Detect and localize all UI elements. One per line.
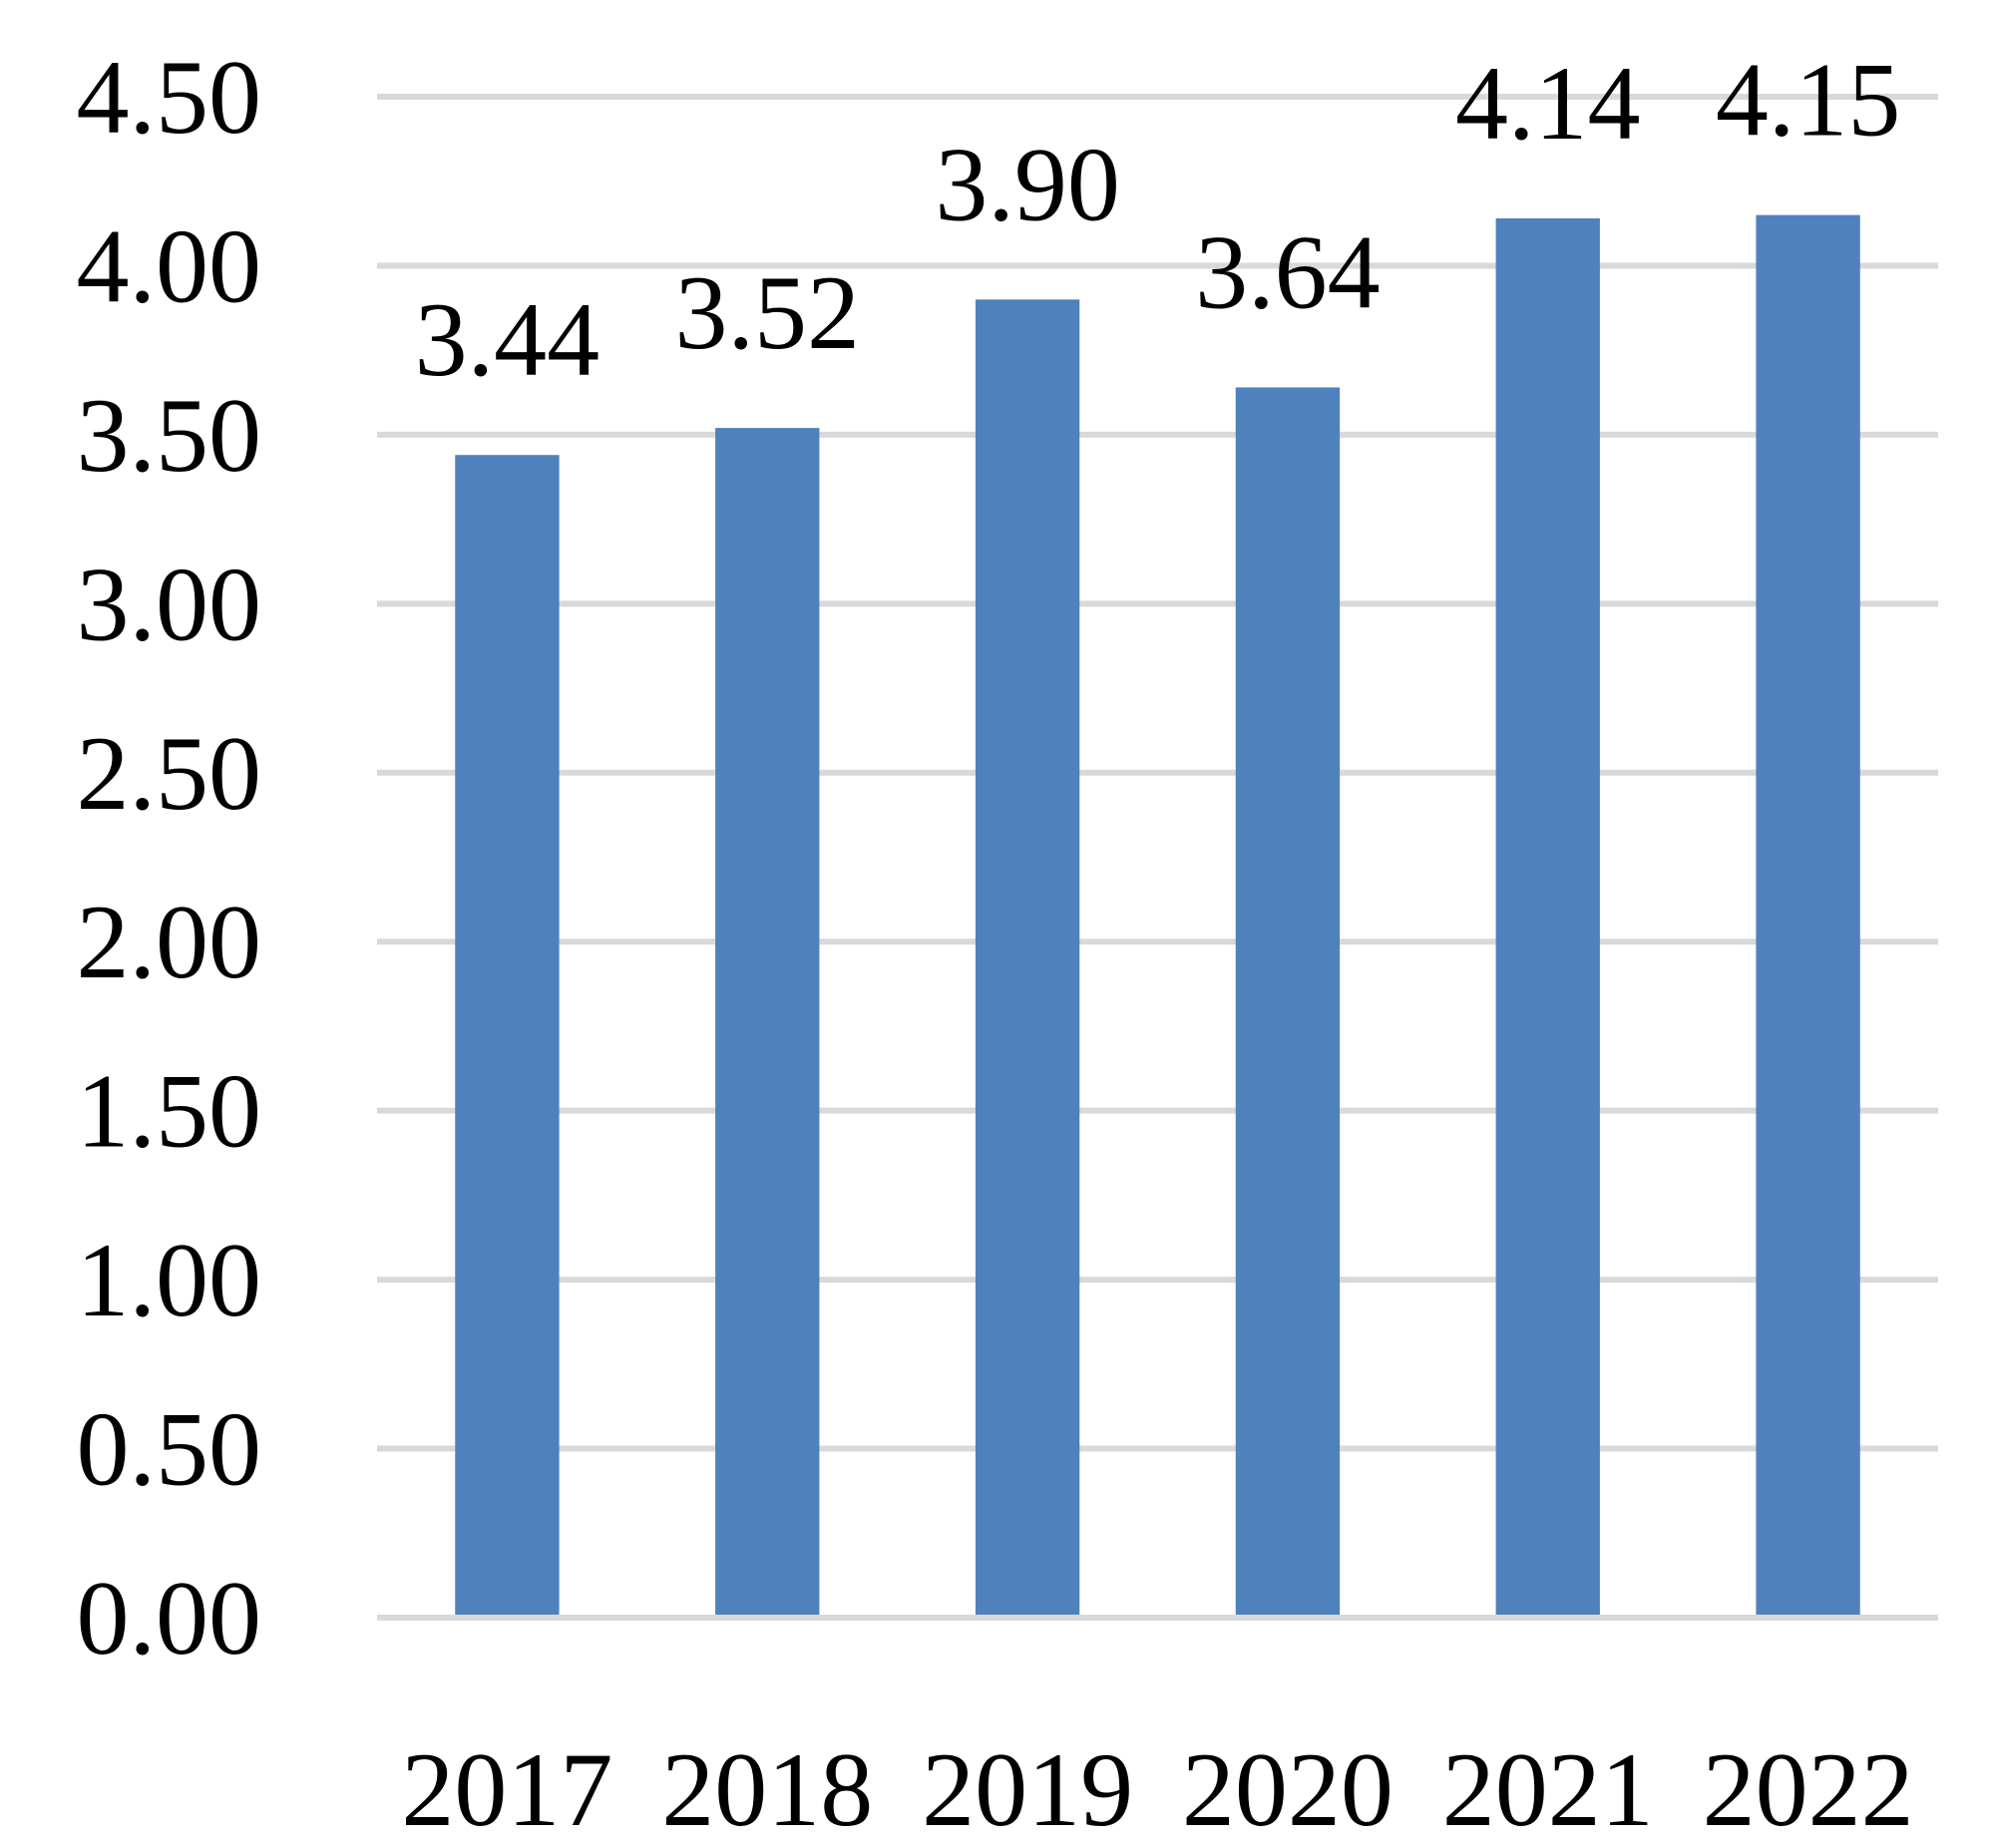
- bar-2022: [1756, 214, 1860, 1616]
- y-axis-tick-labels: 0.00 0.50 1.00 1.50 2.00 2.50 3.00 3.50 4.00 4.50: [77, 39, 262, 1676]
- bar-2021: [1495, 218, 1600, 1615]
- gridlines: [377, 94, 1938, 1621]
- y-tick-label-2.50: 2.50: [77, 715, 262, 832]
- x-tick-label-2022: 2022: [1703, 1731, 1914, 1848]
- data-labels: 3.44 3.52 3.90 3.64 4.14 4.15: [415, 42, 1901, 399]
- y-tick-label-2.00: 2.00: [77, 884, 262, 1000]
- bar-2020: [1235, 387, 1341, 1615]
- y-tick-label-0.50: 0.50: [77, 1391, 262, 1508]
- data-label-2021: 4.14: [1455, 45, 1641, 162]
- y-tick-label-3.00: 3.00: [77, 546, 262, 662]
- bars: [455, 214, 1860, 1616]
- x-tick-label-2017: 2017: [401, 1731, 612, 1848]
- x-tick-label-2019: 2019: [922, 1731, 1133, 1848]
- data-label-2018: 3.52: [675, 254, 861, 371]
- x-tick-label-2018: 2018: [661, 1731, 873, 1848]
- bar-2018: [715, 428, 820, 1616]
- y-tick-label-3.50: 3.50: [77, 377, 262, 494]
- y-tick-label-4.50: 4.50: [77, 39, 262, 156]
- y-tick-label-4.00: 4.00: [77, 207, 262, 324]
- bar-2017: [455, 455, 560, 1616]
- y-tick-label-1.50: 1.50: [77, 1053, 262, 1170]
- x-tick-label-2020: 2020: [1182, 1731, 1394, 1848]
- data-label-2022: 4.15: [1716, 42, 1901, 159]
- data-label-2020: 3.64: [1195, 213, 1381, 330]
- bar-2019: [975, 299, 1080, 1615]
- data-label-2017: 3.44: [415, 281, 600, 398]
- x-axis-category-labels: 2017 2018 2019 2020 2021 2022: [401, 1731, 1913, 1848]
- x-tick-label-2021: 2021: [1442, 1731, 1654, 1848]
- data-label-2019: 3.90: [935, 126, 1120, 242]
- y-tick-label-0.00: 0.00: [77, 1560, 262, 1676]
- y-tick-label-1.00: 1.00: [77, 1222, 262, 1338]
